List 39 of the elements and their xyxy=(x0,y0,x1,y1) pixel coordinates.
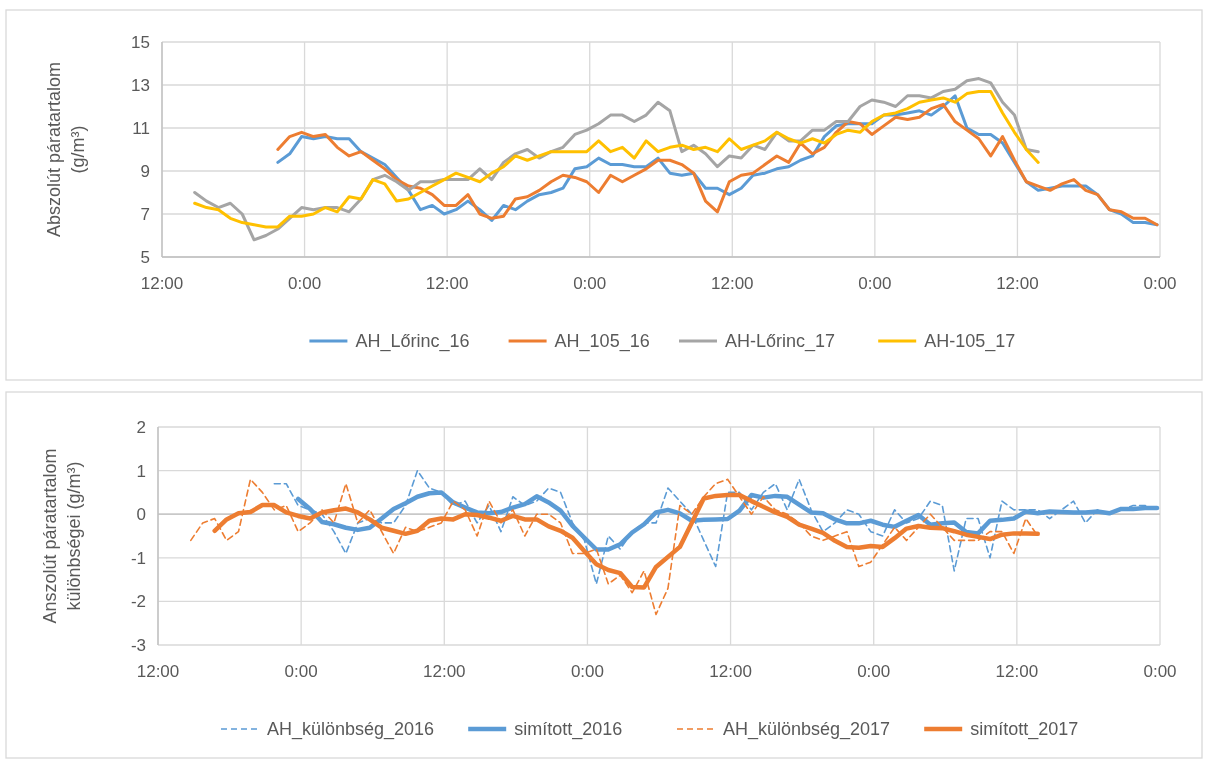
x-tick-label: 12:00 xyxy=(425,274,469,293)
x-tick-label: 0:00 xyxy=(573,274,607,293)
legend-label: AH-Lőrinc_17 xyxy=(725,331,836,353)
x-tick-label: 0:00 xyxy=(284,662,318,681)
y-tick-label: 1 xyxy=(136,461,146,481)
x-tick-label: 0:00 xyxy=(288,274,322,293)
y-tick-label: 0 xyxy=(136,505,146,525)
legend-label: AH_105_16 xyxy=(554,331,650,353)
legend-label: AH-105_17 xyxy=(924,331,1016,353)
y-tick-label: 9 xyxy=(140,161,150,181)
x-tick-label: 12:00 xyxy=(709,662,752,681)
y-tick-label: 15 xyxy=(131,32,150,52)
y-tick-label: 5 xyxy=(140,247,150,267)
x-tick-label: 0:00 xyxy=(570,662,604,681)
y-tick-label: -1 xyxy=(130,548,146,568)
x-tick-label: 0:00 xyxy=(857,662,891,681)
x-tick-label: 12:00 xyxy=(711,274,754,293)
legend-label: AH_Lőrinc_16 xyxy=(355,331,470,353)
legend-label: simított_2017 xyxy=(970,719,1079,741)
x-tick-label: 0:00 xyxy=(858,274,892,293)
legend-label: AH_különbség_2016 xyxy=(267,719,435,741)
y-axis-title: Anszolút páratartalom különbségei (g/m³) xyxy=(40,448,84,624)
y-axis-title: Abszolút páratartalom (g/m³) xyxy=(44,61,88,238)
legend-label: simított_2016 xyxy=(514,719,623,741)
x-tick-label: 12:00 xyxy=(423,662,466,681)
y-tick-label: 13 xyxy=(131,75,150,95)
y-tick-label: 2 xyxy=(136,417,146,437)
y-tick-label: 11 xyxy=(132,118,150,138)
x-tick-label: 0:00 xyxy=(1143,662,1177,681)
x-tick-label: 12:00 xyxy=(996,274,1039,293)
y-tick-label: -3 xyxy=(130,635,146,655)
line-series xyxy=(193,89,1040,229)
x-tick-label: 12:00 xyxy=(995,662,1039,681)
y-tick-label: -2 xyxy=(130,592,146,612)
legend-label: AH_különbség_2017 xyxy=(723,719,891,741)
x-tick-label: 0:00 xyxy=(1143,274,1177,293)
x-tick-label: 12:00 xyxy=(140,274,184,293)
x-tick-label: 12:00 xyxy=(136,662,180,681)
y-tick-label: 7 xyxy=(140,204,150,224)
